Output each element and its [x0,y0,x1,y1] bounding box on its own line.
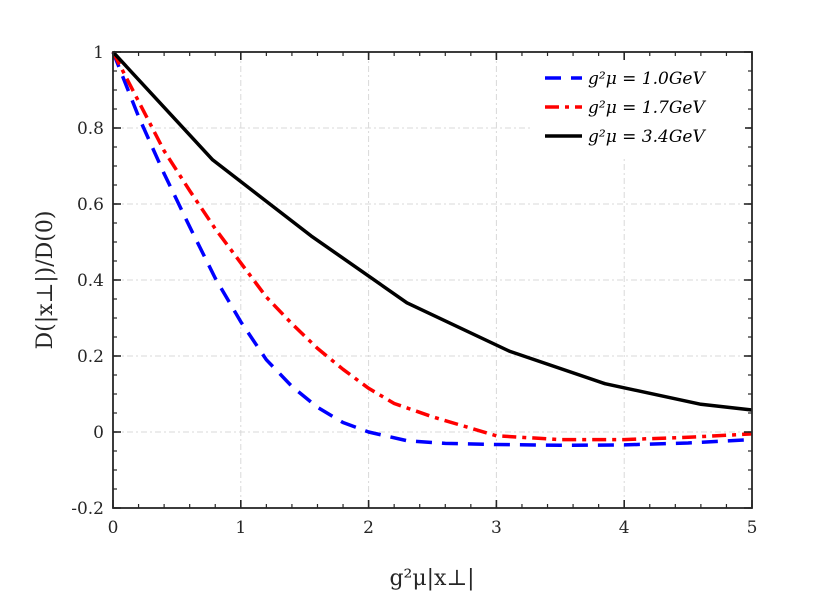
x-axis-title: g²μ|x⊥| [389,566,474,591]
series-line-3 [111,50,753,412]
x-tick-label: 2 [363,518,374,538]
y-tick-label: 0.2 [77,347,104,367]
legend-label-3: g²μ = 3.4GeV [588,127,706,147]
series-layer [111,50,753,448]
tick-label-layer: 0 1 2 3 4 5-0.200.20.40.60.81 [71,43,757,538]
y-tick-label: 0.6 [77,195,104,215]
series-line-2 [111,51,753,442]
legend: g²μ = 1.0GeV g²μ = 1.7GeV g²μ = 3.4GeV [533,61,745,157]
x-tick-label: 3 [491,518,502,538]
legend-label-1: g²μ = 1.0GeV [588,69,706,89]
axis-titles: g²μ|x⊥| D(|x⊥|)/D(0) [33,211,475,591]
tick-layer [112,51,753,509]
y-tick-label: -0.2 [71,499,104,519]
legend-label-2: g²μ = 1.7GeV [588,98,706,118]
x-tick-label: 5 [747,518,758,538]
x-tick-label: 1 [235,518,246,538]
y-tick-label: 1 [93,43,104,63]
x-tick-label: 0 [108,518,119,538]
y-tick-label: 0 [93,423,104,443]
y-tick-label: 0.4 [77,271,104,291]
y-axis-title: D(|x⊥|)/D(0) [33,211,58,350]
legend-box [533,61,745,157]
y-tick-label: 0.8 [77,119,104,139]
series-line-1 [111,51,753,448]
x-tick-label: 4 [619,518,630,538]
